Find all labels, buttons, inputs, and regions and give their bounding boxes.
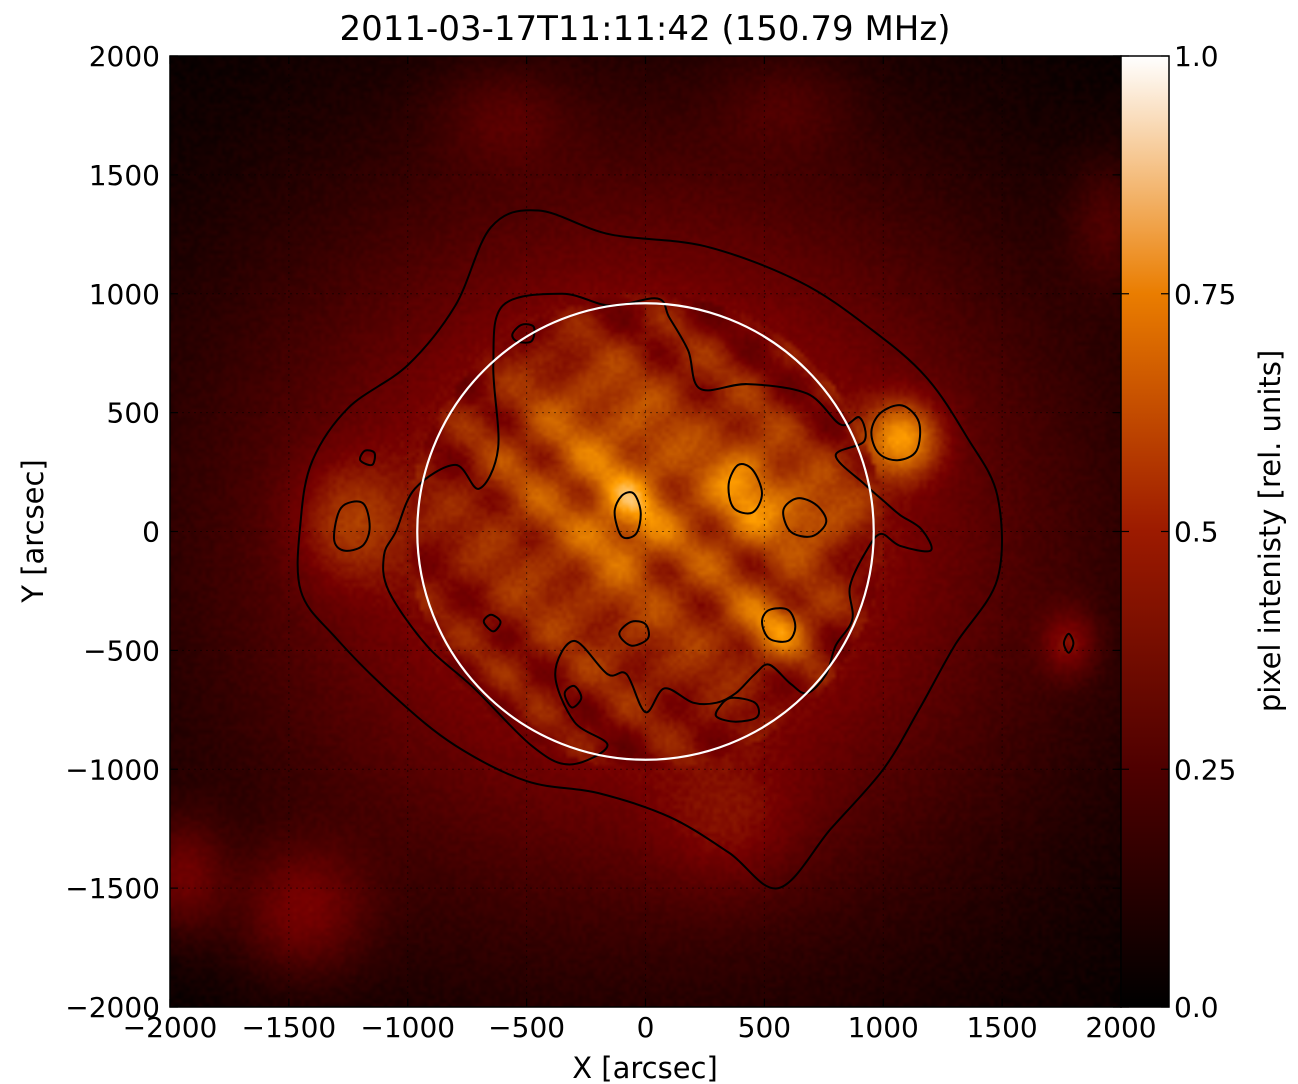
y-tick-label: −1500 [65, 872, 160, 905]
y-tick-label: 1000 [89, 278, 160, 311]
contour-island-10 [1062, 632, 1075, 654]
contour-island-4 [782, 497, 828, 538]
contour-island-11 [358, 449, 376, 467]
colorbar-ticks: 0.0 0.25 0.5 0.75 1.0 [1121, 40, 1236, 1024]
plot-area: −2000 −1500 −1000 −500 0 500 1000 1500 2000 −200… [65, 40, 1156, 1044]
contour-island-8 [714, 696, 761, 723]
x-tick-label: 1500 [966, 1011, 1037, 1044]
y-tick-label: 1500 [89, 159, 160, 192]
y-axis-label: Y [arcsec] [16, 459, 50, 603]
x-tick-label: −1500 [242, 1011, 337, 1044]
x-tick-label: −2000 [123, 1011, 218, 1044]
x-tick-label: 500 [738, 1011, 791, 1044]
colorbar: 0.0 0.25 0.5 0.75 1.0 pixel intenisty [rel. … [1120, 40, 1287, 1024]
contour-hot-spot-ring [870, 404, 922, 462]
x-tick-label: 1000 [848, 1011, 919, 1044]
x-tick-label: 2000 [1085, 1011, 1156, 1044]
y-tick-label: 0 [142, 516, 160, 549]
contour-island-5 [618, 620, 650, 647]
x-tick-label: −500 [488, 1011, 565, 1044]
colorbar-tick-label: 0.25 [1174, 753, 1236, 786]
colorbar-tick-label: 0.5 [1174, 516, 1219, 549]
colorbar-tick-label: 0.0 [1174, 991, 1219, 1024]
colorbar-tick-label: 0.75 [1174, 278, 1236, 311]
contour-west-blob [332, 500, 371, 552]
y-tick-label: 500 [107, 397, 160, 430]
y-tick-label: −2000 [65, 991, 160, 1024]
colorbar-label: pixel intenisty [rel. units] [1253, 350, 1287, 712]
solar-limb-circle [416, 302, 875, 761]
contour-island-2 [727, 463, 764, 515]
contour-island-7 [563, 684, 583, 709]
y-tick-label: −500 [83, 634, 160, 667]
colorbar-tick-label: 1.0 [1174, 40, 1219, 73]
chart-title: 2011-03-17T11:11:42 (150.79 MHz) [340, 9, 951, 49]
x-axis-ticks: −2000 −1500 −1000 −500 0 500 1000 1500 2000 [123, 56, 1157, 1044]
contour-island-6 [482, 613, 502, 633]
contour-outer [296, 209, 1003, 890]
contour-island-9 [511, 323, 536, 344]
y-tick-label: −1000 [65, 753, 160, 786]
y-axis-ticks: −2000 −1500 −1000 −500 0 500 1000 1500 2000 [65, 40, 1121, 1024]
contour-island-1 [613, 491, 642, 540]
contour-island-3 [760, 607, 797, 643]
y-tick-label: 2000 [89, 40, 160, 73]
x-axis-label: X [arcsec] [572, 1051, 718, 1084]
x-tick-label: 0 [637, 1011, 655, 1044]
x-tick-label: −1000 [360, 1011, 455, 1044]
